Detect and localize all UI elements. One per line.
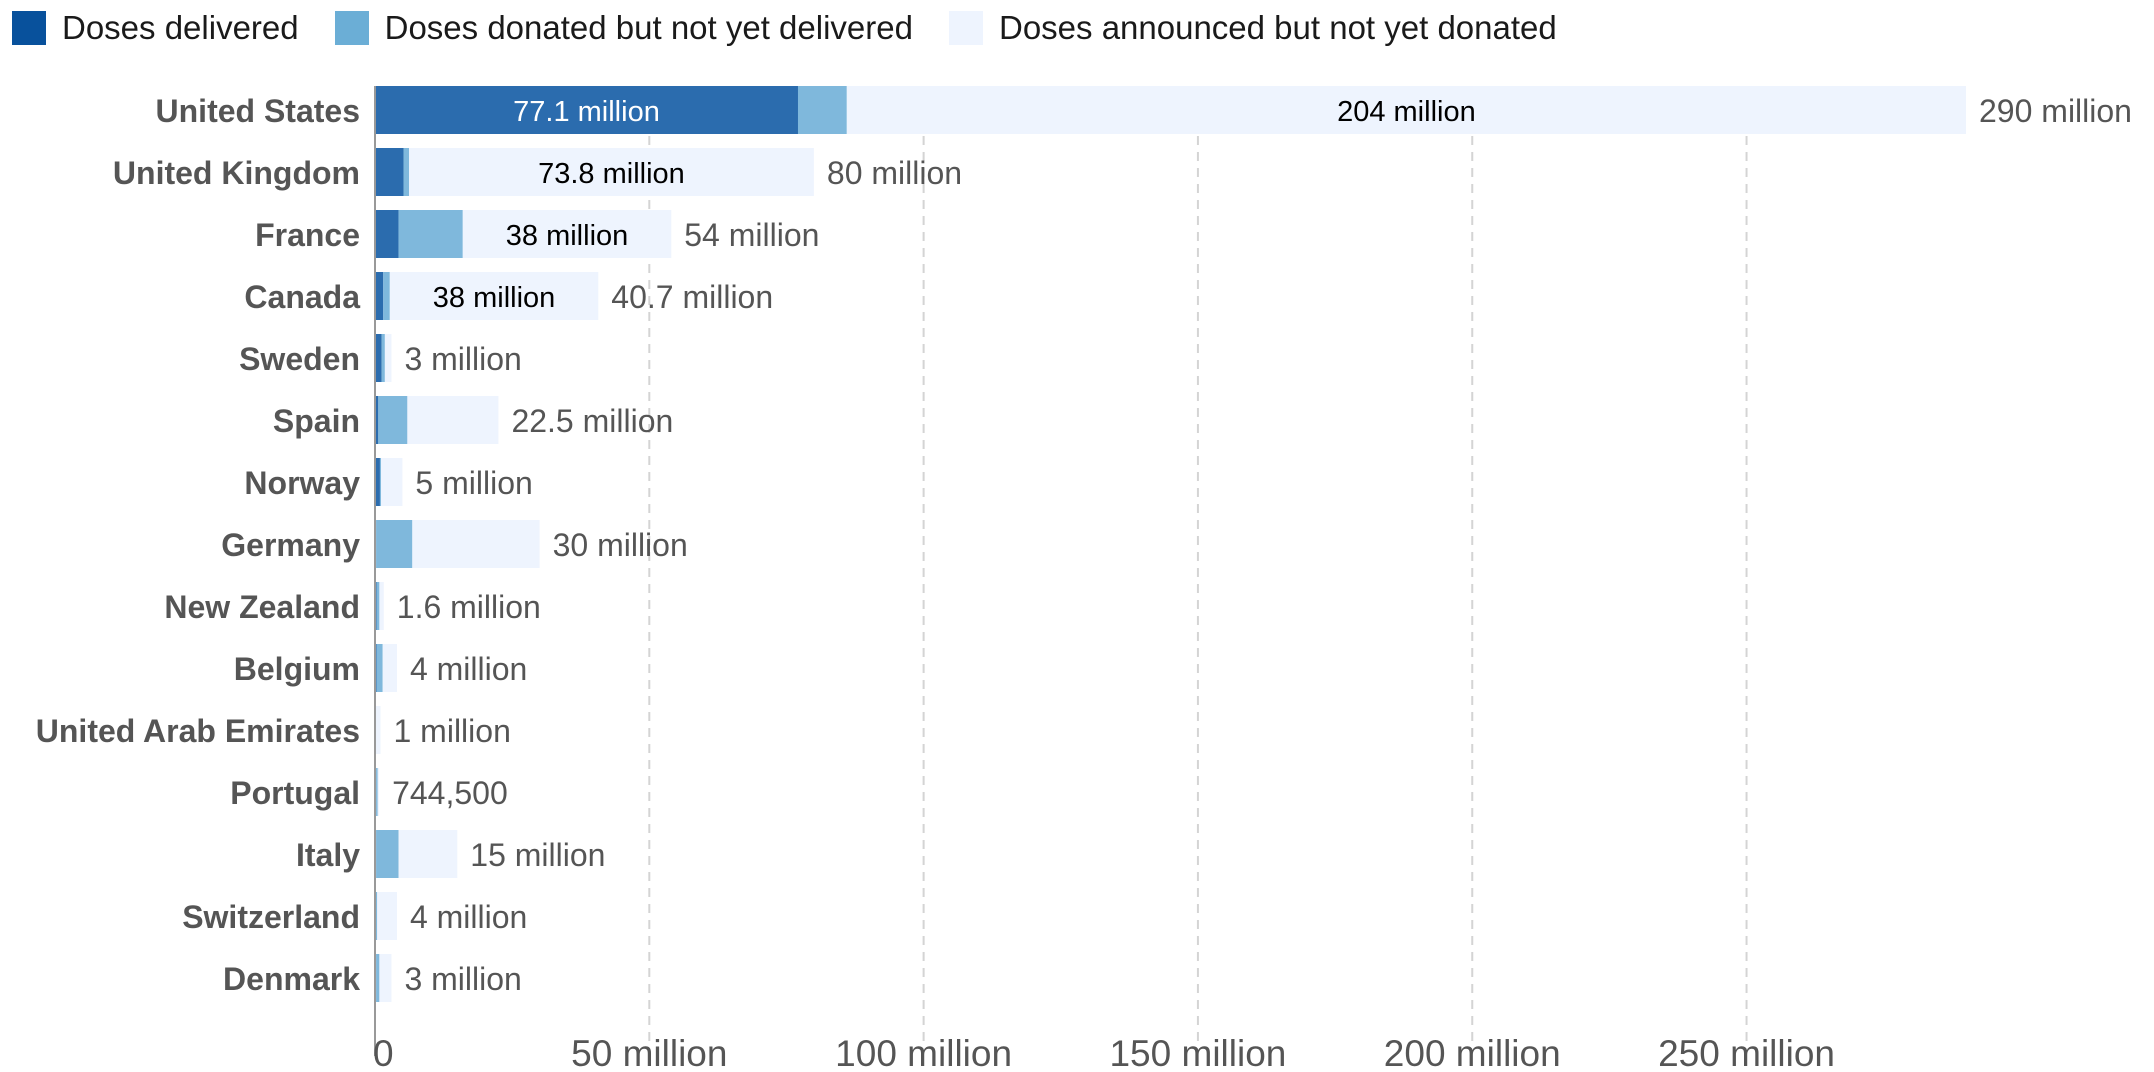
bar-donated-6 <box>379 458 382 506</box>
total-label-9: 4 million <box>410 651 527 687</box>
total-label-1: 80 million <box>827 155 962 191</box>
category-label-12: Italy <box>296 837 360 873</box>
legend-label-announced: Doses announced but not yet donated <box>998 9 1557 46</box>
bar-announced-7 <box>412 520 540 568</box>
category-label-10: United Arab Emirates <box>36 713 360 749</box>
bar-donated-5 <box>378 396 408 444</box>
bar-announced-14 <box>379 954 392 1002</box>
bar-announced-10 <box>376 706 381 754</box>
legend-item-donated[interactable]: Doses donated but not yet delivered <box>334 9 913 47</box>
bar-announced-13 <box>377 892 397 940</box>
x-tick-label-0: 0 <box>373 1033 394 1072</box>
bar-announced-6 <box>381 458 403 506</box>
legend-swatch-delivered <box>12 11 46 45</box>
data-label-0: 77.1 million <box>513 96 660 128</box>
legend-label-donated: Doses donated but not yet delivered <box>384 9 913 46</box>
x-tick-label-4: 200 million <box>1384 1033 1561 1072</box>
total-label-8: 1.6 million <box>397 589 541 625</box>
total-label-10: 1 million <box>393 713 510 749</box>
bar-announced-2 <box>462 210 672 258</box>
bar-delivered-4 <box>375 334 382 382</box>
legend-item-announced[interactable]: Doses announced but not yet donated <box>948 9 1557 47</box>
bar-donated-0 <box>797 86 847 134</box>
category-label-1: United Kingdom <box>113 155 360 191</box>
bar-delivered-0 <box>375 86 798 134</box>
category-label-5: Spain <box>273 403 360 439</box>
category-label-9: Belgium <box>234 651 360 687</box>
legend: Doses delivered Doses donated but not ye… <box>12 6 1593 50</box>
x-tick-label-3: 150 million <box>1109 1033 1286 1072</box>
bar-delivered-1 <box>375 148 404 196</box>
bar-announced-1 <box>409 148 814 196</box>
total-label-6: 5 million <box>415 465 532 501</box>
category-label-7: Germany <box>221 527 360 563</box>
total-label-5: 22.5 million <box>511 403 673 439</box>
data-label-2: 73.8 million <box>538 158 685 190</box>
bar-announced-12 <box>398 830 458 878</box>
legend-item-delivered[interactable]: Doses delivered <box>12 9 299 47</box>
x-tick-label-5: 250 million <box>1658 1033 1835 1072</box>
category-label-13: Switzerland <box>182 899 360 935</box>
bar-announced-9 <box>382 644 397 692</box>
data-label-3: 38 million <box>506 220 629 252</box>
bar-delivered-3 <box>375 272 384 320</box>
bar-announced-5 <box>407 396 499 444</box>
category-label-4: Sweden <box>239 341 360 377</box>
data-label-1: 204 million <box>1337 96 1476 128</box>
total-label-7: 30 million <box>553 527 688 563</box>
bar-donated-3 <box>383 272 390 320</box>
bar-delivered-2 <box>375 210 399 258</box>
category-label-14: Denmark <box>223 961 360 997</box>
bar-donated-8 <box>376 582 380 630</box>
bar-donated-4 <box>381 334 385 382</box>
bar-donated-7 <box>376 520 413 568</box>
bar-donated-9 <box>376 644 383 692</box>
legend-swatch-announced <box>948 11 983 45</box>
bar-announced-11 <box>377 768 380 816</box>
total-label-13: 4 million <box>410 899 527 935</box>
bar-announced-3 <box>389 272 599 320</box>
bar-donated-1 <box>403 148 410 196</box>
category-label-8: New Zealand <box>164 589 360 625</box>
bar-announced-8 <box>379 582 384 630</box>
category-label-6: Norway <box>244 465 360 501</box>
total-label-0: 290 million <box>1979 93 2132 129</box>
category-label-2: France <box>255 217 360 253</box>
total-label-2: 54 million <box>684 217 819 253</box>
total-label-12: 15 million <box>470 837 605 873</box>
bar-donated-2 <box>398 210 463 258</box>
total-label-4: 3 million <box>404 341 521 377</box>
bar-announced-0 <box>846 86 1967 134</box>
total-label-11: 744,500 <box>392 775 508 811</box>
bar-donated-14 <box>376 954 380 1002</box>
legend-swatch-donated <box>334 11 369 45</box>
bar-donated-11 <box>376 768 378 816</box>
category-label-0: United States <box>156 93 360 129</box>
data-label-4: 38 million <box>433 282 556 314</box>
bar-donated-13 <box>375 892 378 940</box>
total-label-3: 40.7 million <box>611 279 773 315</box>
bar-delivered-5 <box>375 396 379 444</box>
legend-label-delivered: Doses delivered <box>62 9 299 46</box>
category-label-3: Canada <box>244 279 360 315</box>
x-tick-label-1: 50 million <box>571 1033 727 1072</box>
bar-announced-4 <box>384 334 392 382</box>
bar-donated-12 <box>376 830 399 878</box>
category-label-11: Portugal <box>230 775 360 811</box>
bar-delivered-6 <box>375 458 380 506</box>
x-tick-label-2: 100 million <box>835 1033 1012 1072</box>
total-label-14: 3 million <box>404 961 521 997</box>
